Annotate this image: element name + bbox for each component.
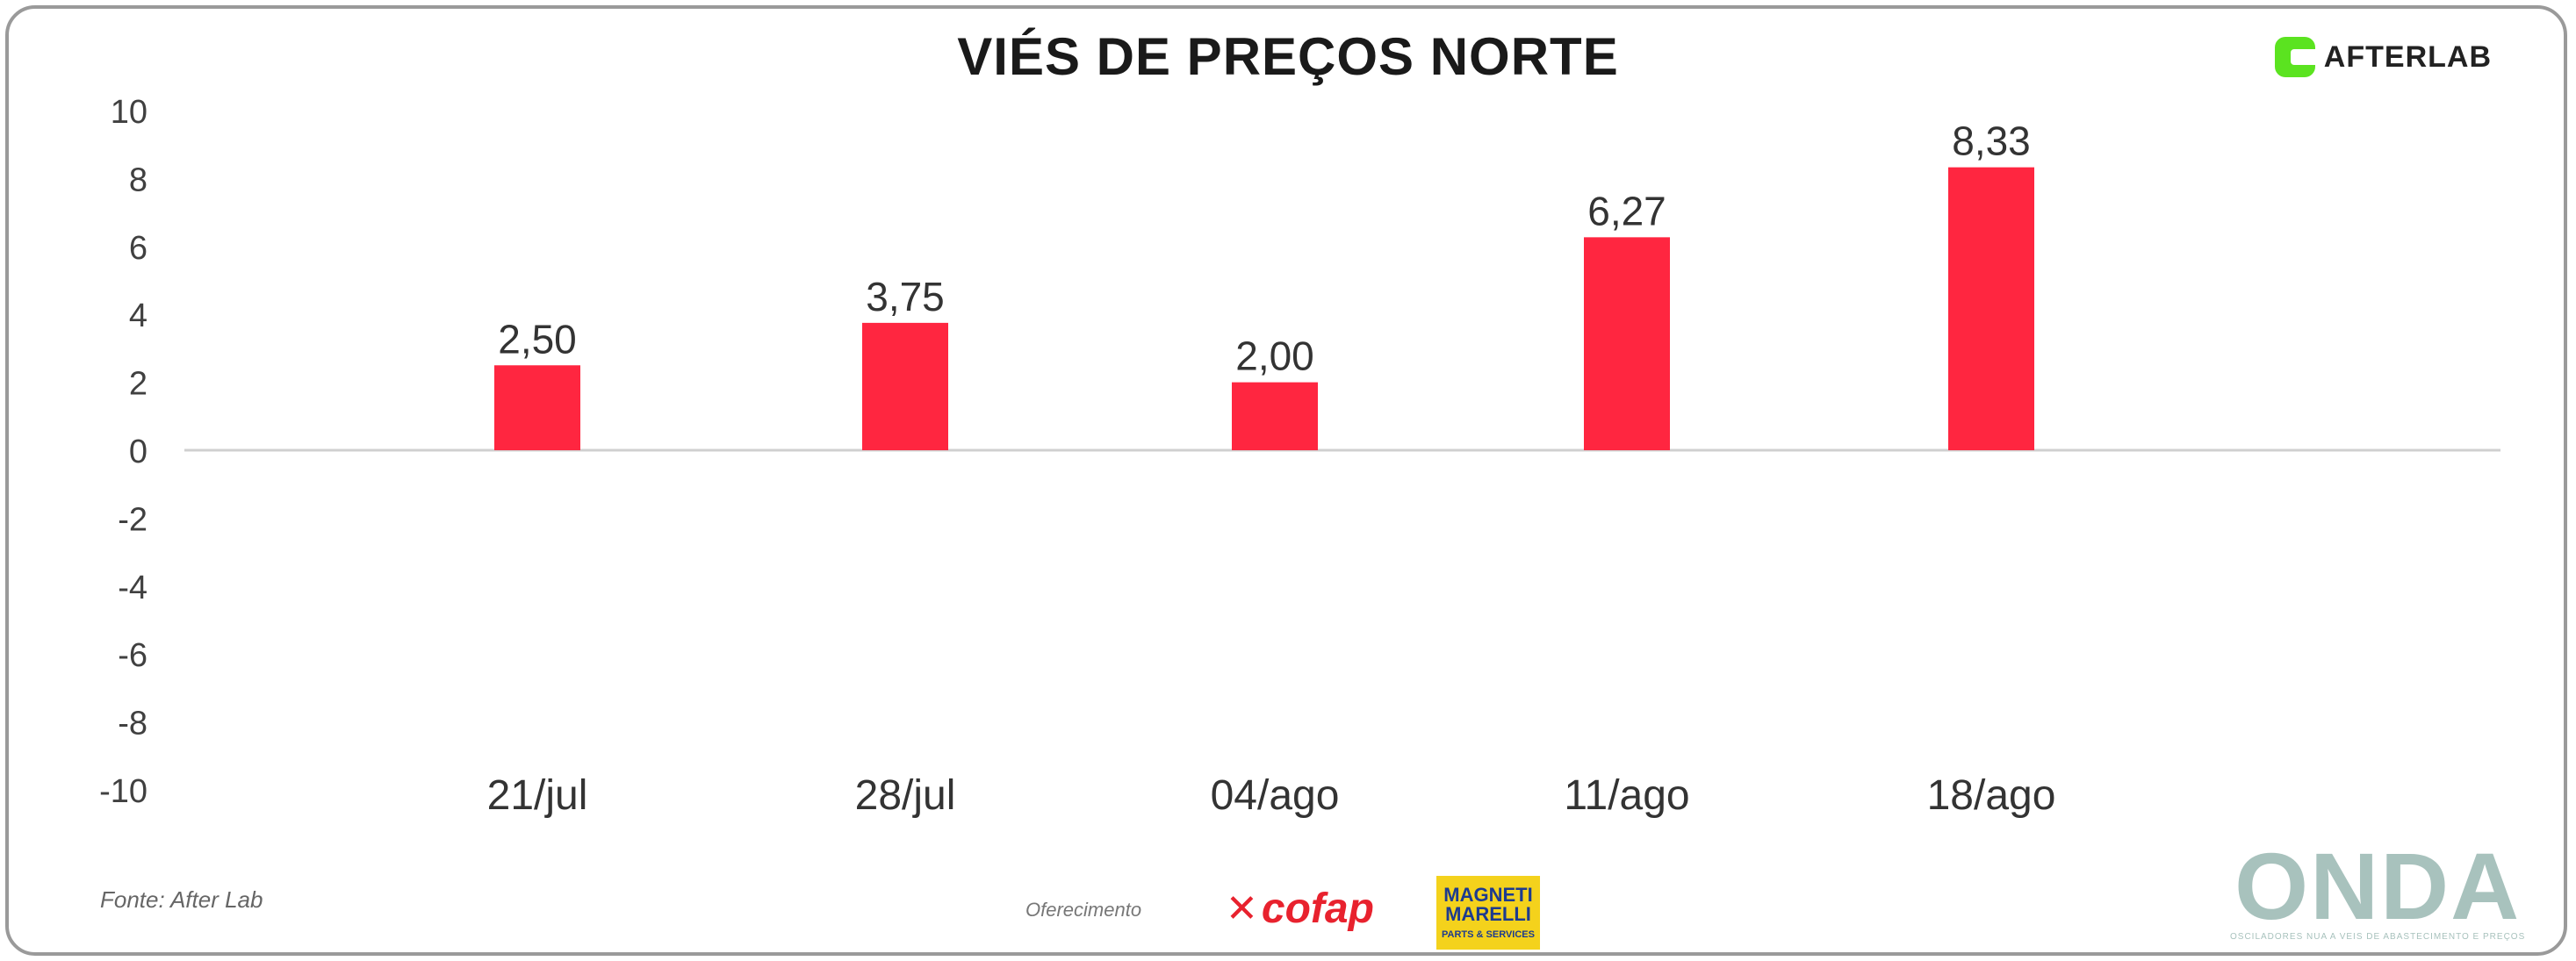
y-tick-label: -2	[118, 501, 148, 538]
source-note: Fonte: After Lab	[100, 886, 263, 913]
magneti-marelli-sub: PARTS & SERVICES	[1442, 929, 1535, 940]
afterlab-logo-text: AFTERLAB	[2323, 39, 2492, 74]
bar	[1584, 237, 1670, 450]
bar	[1948, 167, 2034, 450]
data-label: 2,00	[1235, 333, 1314, 379]
onda-tagline: OSCILADORES NUA A VEIS DE ABASTECIMENTO …	[2230, 932, 2526, 942]
x-tick-label: 28/jul	[855, 772, 956, 819]
data-label: 2,50	[498, 316, 577, 362]
bar	[1232, 382, 1318, 450]
y-tick-label: -10	[99, 773, 148, 810]
y-tick-label: 8	[129, 161, 148, 198]
y-tick-label: 0	[129, 434, 148, 470]
bar	[494, 365, 580, 450]
y-tick-label: -4	[118, 570, 148, 606]
magneti-marelli-logo: MAGNETI MARELLI PARTS & SERVICES	[1436, 876, 1540, 950]
x-tick-label: 11/ago	[1564, 772, 1689, 819]
data-label: 6,27	[1587, 188, 1666, 233]
x-tick-label: 18/ago	[1927, 772, 2056, 819]
y-tick-label: -8	[118, 706, 148, 742]
y-tick-label: -6	[118, 637, 148, 674]
cofap-logo-text: cofap	[1261, 886, 1374, 932]
bar	[862, 322, 948, 450]
magneti-marelli-name: MAGNETI MARELLI	[1443, 884, 1533, 925]
y-tick-label: 10	[111, 94, 148, 131]
y-tick-label: 2	[129, 366, 148, 403]
chart-frame	[5, 5, 2567, 956]
x-tick-label: 21/jul	[487, 772, 588, 819]
afterlab-logo: AFTERLAB	[2274, 37, 2492, 77]
chart-title: VIÉS DE PREÇOS NORTE	[957, 27, 1619, 86]
onda-watermark: ONDA OSCILADORES NUA A VEIS DE ABASTECIM…	[2230, 833, 2526, 943]
cofap-x-icon: ✕	[1226, 887, 1258, 930]
sponsor-label: Oferecimento	[1025, 899, 1142, 921]
y-tick-label: 6	[129, 230, 148, 267]
afterlab-logo-icon	[2274, 37, 2315, 77]
cofap-logo: ✕ cofap	[1226, 885, 1374, 933]
data-label: 8,33	[1952, 118, 2031, 164]
y-tick-label: 4	[129, 298, 148, 334]
onda-word: ONDA	[2234, 833, 2522, 939]
x-tick-label: 04/ago	[1211, 772, 1340, 819]
data-label: 3,75	[866, 274, 945, 319]
